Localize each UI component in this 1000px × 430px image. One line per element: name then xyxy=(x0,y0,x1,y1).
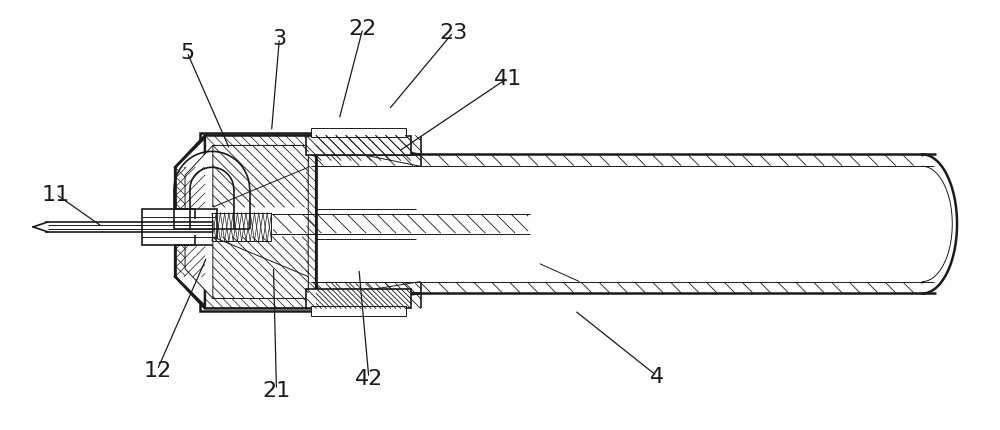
Text: 23: 23 xyxy=(439,23,467,43)
Polygon shape xyxy=(213,237,308,299)
Text: 21: 21 xyxy=(262,380,291,400)
Text: 12: 12 xyxy=(143,360,171,380)
Polygon shape xyxy=(175,136,316,309)
Text: 11: 11 xyxy=(42,185,70,205)
Polygon shape xyxy=(213,146,308,208)
Text: 22: 22 xyxy=(349,19,377,39)
Text: 4: 4 xyxy=(650,366,664,386)
Bar xyxy=(212,214,271,241)
Bar xyxy=(142,209,217,245)
Text: 3: 3 xyxy=(272,29,286,49)
Text: 5: 5 xyxy=(180,43,194,63)
Bar xyxy=(306,289,411,309)
Polygon shape xyxy=(185,146,308,299)
Bar xyxy=(311,128,406,138)
Text: 41: 41 xyxy=(494,69,522,89)
Bar xyxy=(306,136,411,156)
Bar xyxy=(200,133,316,312)
Bar xyxy=(311,307,406,316)
Text: 42: 42 xyxy=(355,368,383,388)
